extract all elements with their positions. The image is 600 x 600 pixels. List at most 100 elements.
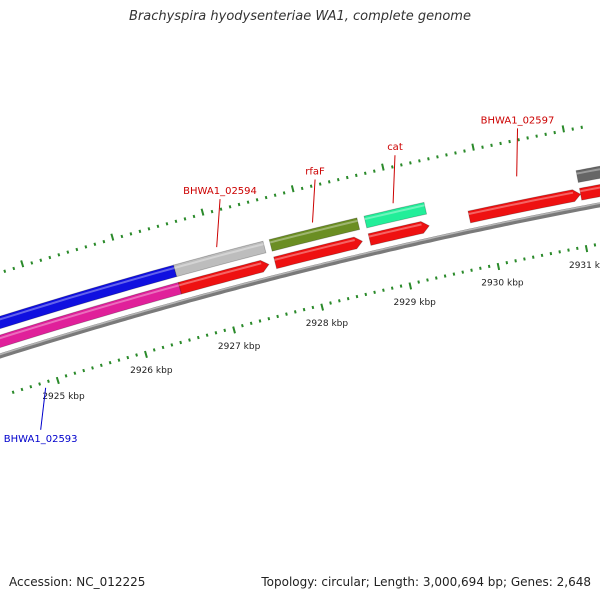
tick-label-2930: 2930 kbp xyxy=(481,279,524,289)
feature-red-cds-1[interactable] xyxy=(177,260,270,295)
tick-above xyxy=(409,161,412,165)
gene-label[interactable]: rfaF xyxy=(305,166,325,177)
feature-track xyxy=(0,161,600,356)
tick-above xyxy=(499,141,502,146)
tick-below xyxy=(285,312,288,316)
feature-sheen xyxy=(0,267,175,321)
feature-sheen xyxy=(468,191,574,215)
tick-below xyxy=(549,251,553,256)
tick-below xyxy=(73,371,77,375)
feature-red-cds-4[interactable] xyxy=(467,189,582,224)
tick-above xyxy=(246,200,250,204)
tick-above xyxy=(290,185,295,193)
tick-above xyxy=(3,269,7,273)
tick-below xyxy=(214,331,218,335)
tick-above xyxy=(48,255,52,260)
tick-label-2929: 2929 kbp xyxy=(393,298,436,308)
tick-above xyxy=(345,175,349,180)
gene-label[interactable]: BHWA1_02593 xyxy=(4,434,78,445)
tick-above xyxy=(120,234,124,239)
tick-above xyxy=(363,171,367,175)
tick-below xyxy=(38,382,42,386)
tick-above xyxy=(264,195,268,200)
tick-below xyxy=(311,305,315,310)
tick-below xyxy=(355,294,359,299)
tick-above xyxy=(282,191,286,195)
tick-below xyxy=(135,353,138,357)
feature-sheen xyxy=(178,262,262,287)
tick-above xyxy=(508,139,511,144)
tick-below xyxy=(523,257,526,261)
tick-below xyxy=(267,316,271,321)
tick-below xyxy=(64,374,68,378)
tick-above xyxy=(336,177,340,182)
tick-above xyxy=(156,224,160,229)
tick-below xyxy=(338,299,341,303)
feature-dark-grey-gene[interactable] xyxy=(575,161,600,183)
tick-below xyxy=(576,246,579,251)
topology-text: Topology: circular; Length: 3,000,694 bp… xyxy=(261,575,591,589)
tick-above xyxy=(165,222,169,226)
tick-label-2925: 2925 kbp xyxy=(42,392,85,402)
tick-below xyxy=(20,387,24,392)
tick-below xyxy=(179,340,183,345)
tick-above xyxy=(228,205,232,209)
tick-below xyxy=(320,303,325,311)
gene-labels: BHWA1_02593 BHWA1_02594 rfaF cat BHWA1_02597 xyxy=(4,115,555,445)
feature-sheen xyxy=(269,219,358,244)
feature-grey-gene[interactable] xyxy=(173,240,267,278)
tick-below xyxy=(479,266,482,270)
tick-above xyxy=(553,130,556,135)
feature-teal-gene[interactable] xyxy=(363,201,428,229)
leader-line xyxy=(392,155,396,204)
feature-red-cds-2[interactable] xyxy=(273,236,364,270)
feature-olive-gene[interactable] xyxy=(268,217,361,252)
feature-blue-gene[interactable] xyxy=(0,264,178,339)
tick-above xyxy=(138,229,142,234)
tick-above xyxy=(110,233,115,241)
tick-above xyxy=(147,227,151,231)
tick-below xyxy=(487,264,491,269)
tick-above xyxy=(66,250,70,254)
feature-sheen xyxy=(0,284,180,340)
tick-below xyxy=(531,255,535,259)
tick-below xyxy=(144,350,148,359)
feature-pink-cds[interactable] xyxy=(0,281,182,356)
tick-above xyxy=(129,232,133,236)
tick-below xyxy=(382,288,385,292)
leader-line xyxy=(216,199,221,248)
tick-below xyxy=(55,376,60,385)
tick-above xyxy=(463,149,466,153)
tick-above xyxy=(427,157,430,161)
feature-sheen xyxy=(364,204,425,221)
feature-red-cds-3[interactable] xyxy=(367,221,430,246)
tick-above xyxy=(30,261,34,265)
tick-above xyxy=(219,207,223,211)
tick-below xyxy=(567,248,570,252)
tick-above xyxy=(300,186,304,191)
tick-below xyxy=(346,296,350,301)
tick-below xyxy=(364,292,368,297)
tick-above xyxy=(354,173,358,178)
tick-above xyxy=(327,180,331,184)
tick-below xyxy=(82,368,86,373)
feature-red-cds-5[interactable] xyxy=(578,180,600,201)
tick-below xyxy=(276,314,279,319)
feature-sheen xyxy=(368,223,422,238)
tick-below xyxy=(205,333,209,337)
tick-above xyxy=(445,153,448,157)
tick-below xyxy=(434,276,438,280)
tick-above xyxy=(372,169,376,173)
gene-label[interactable]: BHWA1_02594 xyxy=(183,186,257,197)
tick-below xyxy=(117,358,121,362)
tick-above xyxy=(57,253,61,257)
gene-label[interactable]: BHWA1_02597 xyxy=(481,115,555,126)
tick-above xyxy=(391,165,394,169)
tick-above xyxy=(237,202,241,207)
tick-above xyxy=(183,217,187,221)
tick-below xyxy=(188,338,191,342)
gene-label[interactable]: cat xyxy=(387,142,403,153)
tick-below xyxy=(470,268,473,272)
tick-above xyxy=(102,239,106,244)
